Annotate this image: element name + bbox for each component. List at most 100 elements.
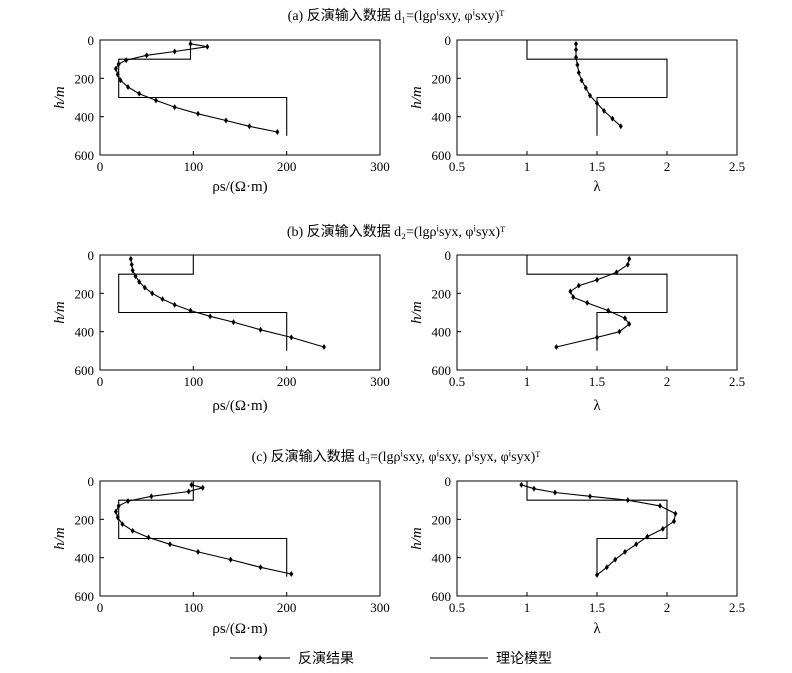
x-tick-label: 1 [524,159,531,174]
inversion-point [142,284,147,291]
y-tick-label: 600 [75,148,95,163]
inversion-line [115,484,292,575]
inversion-point [149,493,154,500]
model-line [526,40,668,136]
x-tick-label: 300 [370,159,390,174]
inversion-point [130,527,135,534]
x-tick-label: 0 [97,600,104,615]
y-tick-label: 200 [432,512,452,527]
x-tick-label: 0.5 [449,374,465,389]
inversion-line [556,258,630,348]
x-axis-label: λ [593,398,601,414]
inversion-point [623,548,627,555]
x-axis-label: λ [593,179,601,195]
inversion-point [519,481,524,488]
inversion-point [322,344,326,350]
inversion-point [588,493,592,500]
inversion-point [208,313,213,320]
chart-title: (a) 反演输入数据 d₁=(lgρⁱsxy, φⁱsxy)ᵀ [288,8,505,24]
y-tick-label: 600 [75,363,95,378]
inversion-point [228,556,233,563]
y-tick-label: 200 [75,286,95,301]
inversion-point [568,288,573,295]
y-tick-label: 400 [432,325,452,340]
y-tick-label: 600 [432,148,452,163]
y-axis-label: h/m [52,86,68,109]
inversion-point [118,77,123,84]
inversion-point [579,77,584,84]
inversion-point [137,278,142,285]
x-tick-label: 0.5 [449,159,465,174]
legend-label-model: 理论模型 [496,651,552,667]
inversion-point [126,498,130,505]
y-tick-label: 400 [75,110,95,125]
y-tick-label: 0 [88,474,95,489]
inversion-line [130,258,325,348]
x-axis-label: ρs/(Ω·m) [212,398,267,414]
inversion-point [627,321,632,327]
inversion-point [205,43,210,50]
y-tick-label: 0 [88,248,95,263]
plot-frame [99,39,381,156]
chart-title: (b) 反演输入数据 d₂=(lgρⁱsyx, φⁱsyx)ᵀ [287,224,505,240]
chart-panel-b-rho: (b) 反演输入数据 d₂=(lgρⁱsyx, φⁱsyx)ᵀ 0 200 400 60… [52,224,505,414]
inversion-point [231,319,236,326]
x-axis-label: λ [593,621,601,637]
y-tick-label: 0 [445,33,452,48]
inversion-point [144,52,149,59]
x-tick-label: 200 [277,600,297,615]
inversion-point [160,296,165,303]
inversion-point [583,84,588,91]
inversion-point [625,261,630,268]
x-tick-label: 2 [664,600,671,615]
inversion-point [137,90,142,97]
legend: ✦ 反演结果 理论模型 [230,651,552,667]
inversion-point [574,46,578,53]
y-tick-label: 600 [75,589,95,604]
inversion-point [532,485,536,492]
inversion-point [588,92,592,99]
plot-frame [99,254,381,371]
x-tick-label: 2 [664,159,671,174]
chart-title: (c) 反演输入数据 d₃=(lgρⁱsxy, φⁱsxy, ρⁱsyx, φⁱ… [252,449,541,465]
model-line [526,481,668,577]
inversion-point [604,564,609,571]
inversion-point [554,344,559,350]
x-tick-label: 1.5 [589,374,605,389]
y-tick-label: 200 [75,512,95,527]
inversion-point [617,328,622,335]
chart-panel-a-rho: (a) 反演输入数据 d₁=(lgρⁱsxy, φⁱsxy)ᵀ 0 200 400 60… [52,8,504,195]
inversion-point [196,548,200,555]
inversion-point [623,315,627,322]
y-tick-label: 400 [432,110,452,125]
inversion-point [602,107,606,114]
inversion-point [200,484,205,491]
inversion-point [595,276,599,283]
y-tick-label: 0 [445,248,452,263]
inversion-point [113,65,118,72]
y-tick-label: 600 [432,589,452,604]
inversion-point [128,255,133,262]
x-tick-label: 1.5 [589,600,605,615]
plot-frame [99,480,381,597]
inversion-point [634,541,639,548]
inversion-point [258,326,263,333]
inversion-point [150,290,155,297]
legend-marker-inversion: ✦ [255,653,264,665]
inversion-point [610,115,615,122]
inversion-line [115,43,278,133]
x-tick-label: 2 [664,374,671,389]
inversion-point [113,508,118,515]
x-tick-label: 0 [97,159,104,174]
inversion-point [574,40,578,47]
legend-label-inversion: 反演结果 [298,651,354,667]
inversion-point [672,518,676,525]
y-axis-label: h/m [409,527,425,550]
inversion-point [660,525,665,532]
inversion-line [521,484,677,576]
inversion-point [247,123,252,130]
